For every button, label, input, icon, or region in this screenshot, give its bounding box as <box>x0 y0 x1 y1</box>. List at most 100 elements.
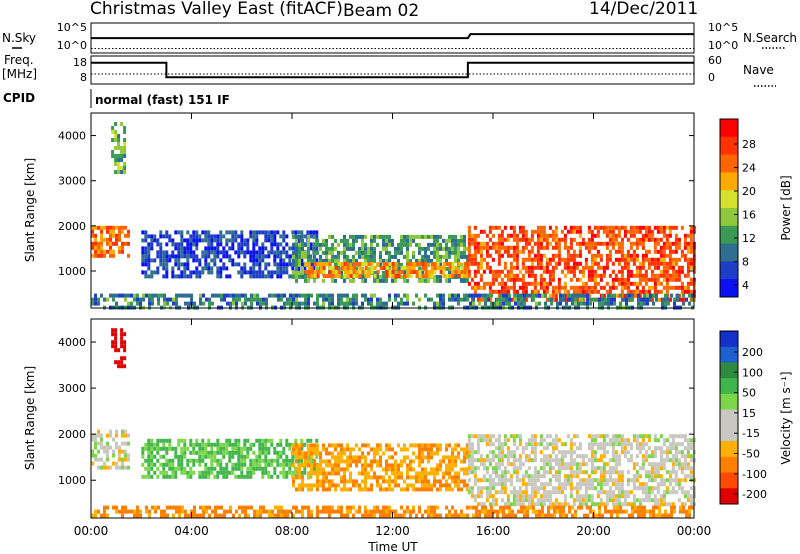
power-cell-2 <box>445 266 448 271</box>
power-cell-0 <box>100 253 103 258</box>
power-cell-1 <box>273 270 277 275</box>
velocity-cell-3 <box>665 438 669 443</box>
velocity-cell-2 <box>448 459 451 464</box>
power-cell-1 <box>174 242 178 247</box>
power-cell-4 <box>593 253 597 258</box>
power-cell-2 <box>346 242 349 247</box>
velocity-cell-2 <box>340 459 343 464</box>
power-cell-1 <box>198 274 202 279</box>
velocity-cell-1 <box>180 462 184 467</box>
velocity-cell-2 <box>403 487 406 492</box>
power-cell-4 <box>467 241 471 246</box>
power-cell-2 <box>394 278 397 283</box>
velocity-cell-4 <box>523 509 526 514</box>
velocity-cell-3 <box>635 478 639 483</box>
power-cell-5 <box>130 301 133 306</box>
power-cell-4 <box>539 285 543 290</box>
power-cell-4 <box>542 237 546 242</box>
power-cell-6 <box>114 162 118 166</box>
velocity-cell-3 <box>671 490 675 495</box>
velocity-cell-3 <box>614 454 618 459</box>
power-cell-2 <box>463 234 466 239</box>
power-cell-4 <box>674 233 678 238</box>
power-cell-5 <box>304 293 307 298</box>
power-cell-4 <box>545 241 549 246</box>
velocity-cell-3 <box>536 498 540 503</box>
velocity-cell-4 <box>487 509 490 514</box>
power-cell-2 <box>457 238 460 243</box>
velocity-cell-4 <box>619 505 622 510</box>
power-cell-4 <box>524 297 528 302</box>
velocity-cell-2 <box>370 483 373 488</box>
power-cell-1 <box>159 246 163 251</box>
power-cell-4 <box>632 249 636 254</box>
velocity-cell-3 <box>605 490 609 495</box>
power-cell-2 <box>319 258 322 263</box>
velocity-cell-4 <box>244 513 247 518</box>
velocity-cell-3 <box>470 470 474 475</box>
velocity-cell-3 <box>689 446 693 451</box>
velocity-cell-4 <box>112 505 115 510</box>
velocity-cell-0 <box>94 441 97 446</box>
velocity-cell-2 <box>436 487 439 492</box>
power-cell-5 <box>316 301 319 306</box>
velocity-cell-1 <box>261 450 265 455</box>
power-cell-4 <box>572 289 576 294</box>
velocity-cell-4 <box>559 505 562 510</box>
velocity-cell-1 <box>213 466 217 471</box>
velocity-cell-3 <box>611 434 615 439</box>
power-cell-5 <box>352 297 355 302</box>
velocity-cell-2 <box>409 467 412 472</box>
velocity-cell-3 <box>581 502 585 507</box>
velocity-cell-3 <box>644 470 648 475</box>
power-cell-1 <box>285 262 289 267</box>
power-cell-4 <box>674 273 678 278</box>
power-cell-4 <box>662 265 666 270</box>
power-cell-4 <box>590 265 594 270</box>
y-tick-label: 1000 <box>58 265 86 278</box>
power-cell-4 <box>623 257 627 262</box>
power-cell-2 <box>424 250 427 255</box>
power-cell-1 <box>195 254 199 259</box>
power-cell-3 <box>361 262 365 266</box>
velocity-cell-4 <box>118 509 121 514</box>
power-cell-2 <box>361 250 364 255</box>
velocity-cell-1 <box>198 470 202 475</box>
velocity-cell-1 <box>210 442 214 447</box>
velocity-colorbar-tick-label: 200 <box>742 346 763 359</box>
velocity-cell-3 <box>641 454 645 459</box>
power-cell-2 <box>430 234 433 239</box>
power-cell-1 <box>216 238 220 243</box>
velocity-cell-4 <box>448 509 451 514</box>
velocity-cell-3 <box>467 466 471 471</box>
velocity-cell-1 <box>240 454 244 459</box>
power-cell-5 <box>382 301 385 306</box>
velocity-cell-3 <box>617 498 621 503</box>
velocity-cell-1 <box>288 446 292 451</box>
power-cell-4 <box>473 253 477 258</box>
power-cell-5 <box>514 301 517 306</box>
velocity-cell-1 <box>210 446 214 451</box>
power-cell-1 <box>279 234 283 239</box>
power-cell-1 <box>276 266 280 271</box>
power-cell-4 <box>575 289 579 294</box>
power-cell-1 <box>204 258 208 263</box>
power-cell-4 <box>587 241 591 246</box>
velocity-cell-2 <box>436 463 439 468</box>
velocity-cell-4 <box>184 513 187 518</box>
power-cell-4 <box>566 245 570 250</box>
power-cell-4 <box>614 249 618 254</box>
power-cell-2 <box>436 278 439 283</box>
velocity-cell-3 <box>476 486 480 491</box>
velocity-cell-2 <box>301 487 304 492</box>
power-cell-5 <box>682 301 685 306</box>
velocity-cell-2 <box>460 479 463 484</box>
velocity-cell-3 <box>512 502 516 507</box>
power-cell-4 <box>500 269 504 274</box>
velocity-cell-3 <box>524 474 528 479</box>
power-cell-5 <box>520 293 523 298</box>
power-cell-4 <box>497 269 501 274</box>
nave-tick-top: 60 <box>708 54 722 67</box>
power-cell-2 <box>433 238 436 243</box>
velocity-cell-1 <box>231 450 235 455</box>
